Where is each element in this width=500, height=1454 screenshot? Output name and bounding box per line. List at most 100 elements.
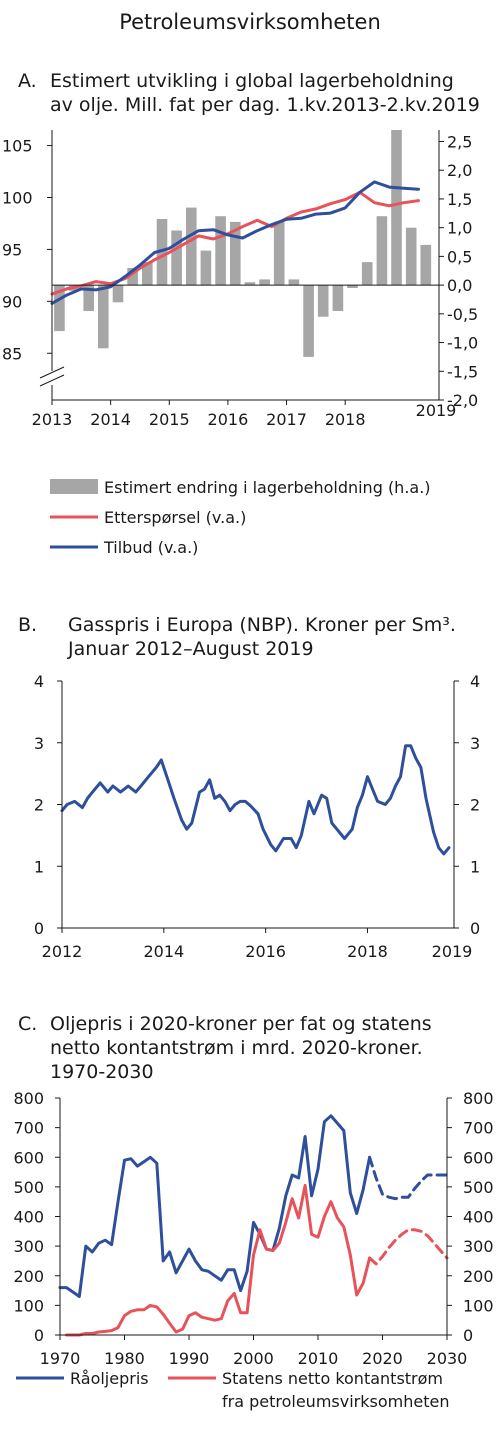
right-tick-label-1: 1 xyxy=(470,857,480,876)
legend-bar-swatch xyxy=(50,479,98,494)
bar-3 xyxy=(98,285,109,349)
bar-0 xyxy=(54,285,65,332)
axis-break-mark-2 xyxy=(39,374,65,387)
x-tick-label-0: 2013 xyxy=(32,410,73,429)
right-tick-label-3: 3 xyxy=(470,734,480,753)
panel-b-axes: 0 0 1 1 2 2 3 3 4 4 2012 2014 2016 2018 2019 xyxy=(34,672,480,961)
left-tick-label-4: 400 xyxy=(13,1208,44,1227)
oil-price-projection-line xyxy=(368,1155,449,1201)
x-end-label: 2019 xyxy=(432,942,473,961)
left-tick-label-1: 90 xyxy=(2,292,22,311)
left-tick-label-4: 105 xyxy=(2,137,33,156)
x-tick-label-1: 1980 xyxy=(104,1349,145,1368)
right-tick-label-8: 2,0 xyxy=(447,161,472,180)
panel-c-title-line-2: netto kontantstrøm i mrd. 2020-kroner. xyxy=(50,1037,423,1059)
right-tick-label-4: 4 xyxy=(470,672,480,691)
panel-b-lines xyxy=(60,744,451,856)
panel-b-title-line-2: Januar 2012–August 2019 xyxy=(67,638,314,660)
left-tick-label-1: 1 xyxy=(34,857,44,876)
left-tick-label-0: 0 xyxy=(34,919,44,938)
x-tick-label-0: 1970 xyxy=(40,1349,81,1368)
legend-demand-label: Etterspørsel (v.a.) xyxy=(104,508,246,527)
bar-6 xyxy=(142,262,153,286)
bar-8 xyxy=(171,230,182,286)
left-tick-label-0: 0 xyxy=(34,1326,44,1345)
bar-21 xyxy=(361,262,373,286)
right-tick-label-1: -1,5 xyxy=(447,362,478,381)
legend-bar-label: Estimert endring i lagerbeholdning (h.a.… xyxy=(104,478,431,497)
bar-12 xyxy=(230,221,241,286)
x-tick-label-1: 2014 xyxy=(90,410,131,429)
left-tick-label-1: 100 xyxy=(13,1296,44,1315)
x-end-label: 2019 xyxy=(416,401,457,420)
right-tick-label-2: 2 xyxy=(470,796,480,815)
panel-c-lines xyxy=(58,1114,449,1337)
right-tick-label-4: 0,0 xyxy=(447,276,472,295)
left-tick-label-8: 800 xyxy=(13,1089,44,1108)
panel-a-title-line-2: av olje. Mill. fat per dag. 1.kv.2013-2.… xyxy=(50,94,480,116)
x-tick-label-4: 2010 xyxy=(298,1349,339,1368)
left-tick-label-3: 100 xyxy=(2,189,33,208)
right-tick-label-6: 600 xyxy=(463,1148,494,1167)
bar-19 xyxy=(332,285,344,311)
panel-a: A. Estimert utvikling i global lagerbeho… xyxy=(2,70,480,557)
bar-16 xyxy=(288,279,300,286)
x-tick-label-4: 2017 xyxy=(266,410,307,429)
net-cashflow-projection-line xyxy=(368,1228,449,1266)
right-tick-label-0: -2,0 xyxy=(447,391,478,410)
right-tick-label-0: 0 xyxy=(463,1326,473,1345)
left-tick-label-2: 95 xyxy=(2,240,22,259)
legend-supply-label: Tilbud (v.a.) xyxy=(103,538,198,557)
panel-a-axes: 85 90 95 100 105 -2,0 -1,5 -1,0 -0,5 0,0 0,5 1,0 1,5… xyxy=(2,130,478,429)
x-tick-label-2: 2016 xyxy=(245,942,286,961)
left-tick-label-6: 600 xyxy=(13,1148,44,1167)
panel-c-letter: C. xyxy=(18,1013,37,1035)
panel-a-legend: Estimert endring i lagerbeholdning (h.a.… xyxy=(50,478,431,557)
left-tick-label-2: 2 xyxy=(34,796,44,815)
right-tick-label-4: 400 xyxy=(463,1208,494,1227)
left-tick-label-4: 4 xyxy=(34,672,44,691)
bar-5 xyxy=(127,267,138,286)
right-tick-label-0: 0 xyxy=(470,919,480,938)
panel-a-letter: A. xyxy=(18,70,37,92)
oil-price-line xyxy=(58,1114,372,1298)
panel-b: B. Gasspris i Europa (NBP). Kroner per S… xyxy=(18,614,480,961)
bar-23 xyxy=(391,130,402,286)
bar-18 xyxy=(317,285,329,317)
bar-17 xyxy=(303,285,314,357)
left-tick-label-3: 300 xyxy=(13,1237,44,1256)
x-tick-label-6: 2030 xyxy=(427,1349,468,1368)
right-tick-label-2: 200 xyxy=(463,1267,494,1286)
bar-10 xyxy=(200,250,212,286)
net-cashflow-line xyxy=(65,1183,372,1337)
bar-14 xyxy=(259,279,270,286)
left-tick-label-5: 500 xyxy=(13,1178,44,1197)
right-tick-label-6: 1,0 xyxy=(447,219,472,238)
bar-25 xyxy=(420,244,432,286)
x-tick-label-5: 2018 xyxy=(325,410,366,429)
panel-c-title-line-1: Oljepris i 2020-kroner per fat og staten… xyxy=(50,1013,432,1035)
panel-a-bars xyxy=(54,130,432,357)
bar-7 xyxy=(156,219,168,286)
bar-4 xyxy=(112,285,124,303)
legend-oil-price-label: Råoljepris xyxy=(70,1369,149,1388)
right-tick-label-2: -1,0 xyxy=(447,334,478,353)
right-tick-label-7: 700 xyxy=(463,1119,494,1138)
x-tick-label-1: 2014 xyxy=(143,942,184,961)
right-tick-label-8: 800 xyxy=(463,1089,494,1108)
panel-a-title-line-1: Estimert utvikling i global lagerbeholdn… xyxy=(50,70,454,92)
left-tick-label-2: 200 xyxy=(13,1267,44,1286)
bar-2 xyxy=(83,285,94,311)
bar-20 xyxy=(347,285,358,288)
bar-13 xyxy=(244,282,256,286)
x-tick-label-3: 2018 xyxy=(347,942,388,961)
right-tick-label-3: 300 xyxy=(463,1237,494,1256)
gas-price-line xyxy=(60,744,451,856)
panel-c-axes: 0 0 100 100 200 200 300 300 400 400 500 500 600 600 70… xyxy=(13,1089,493,1368)
x-tick-label-3: 2000 xyxy=(233,1349,274,1368)
x-tick-label-3: 2016 xyxy=(208,410,249,429)
bar-11 xyxy=(215,216,226,286)
panel-b-letter: B. xyxy=(18,614,37,636)
page-title: Petroleumsvirksomheten xyxy=(119,10,381,34)
